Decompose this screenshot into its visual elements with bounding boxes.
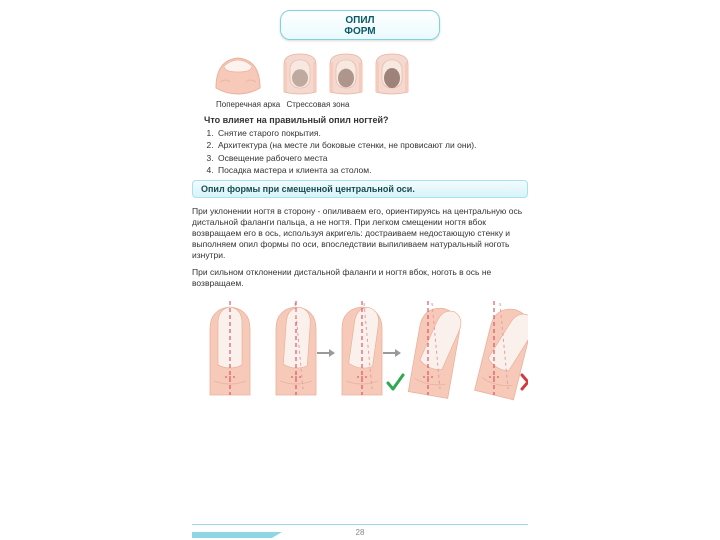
fingers-diagram <box>192 295 528 405</box>
page-number: 28 <box>350 528 371 537</box>
bottom-illustration <box>192 295 528 405</box>
caption-row: Поперечная арка Стрессовая зона <box>192 100 528 109</box>
paragraph-2: При сильном отклонении дистальной фаланг… <box>192 267 528 289</box>
list-item: Освещение рабочего места <box>216 153 528 164</box>
list-item: Архитектура (на месте ли боковые стенки,… <box>216 140 528 151</box>
top-illustration-row <box>192 46 528 98</box>
question-heading: Что влияет на правильный опил ногтей? <box>204 115 528 125</box>
caption-stress: Стрессовая зона <box>286 100 349 109</box>
list-item: Посадка мастера и клиента за столом. <box>216 165 528 176</box>
title-line2: ФОРМ <box>291 26 429 37</box>
page: ОПИЛ ФОРМ Поперечная арка Стрессовая зон… <box>170 0 550 540</box>
stress-zone-icons <box>274 48 424 96</box>
title-pill: ОПИЛ ФОРМ <box>280 10 440 40</box>
paragraph-1: При уклонении ногтя в сторону - опиливае… <box>192 206 528 261</box>
transverse-arc-icon <box>210 48 266 96</box>
footer-bar: 28 <box>192 524 528 534</box>
subheader-pill: Опил формы при смещенной центральной оси… <box>192 180 528 198</box>
list-item: Снятие старого покрытия. <box>216 128 528 139</box>
factors-list: Снятие старого покрытия. Архитектура (на… <box>216 128 528 177</box>
caption-arc: Поперечная арка <box>216 100 280 109</box>
title-line1: ОПИЛ <box>291 15 429 26</box>
